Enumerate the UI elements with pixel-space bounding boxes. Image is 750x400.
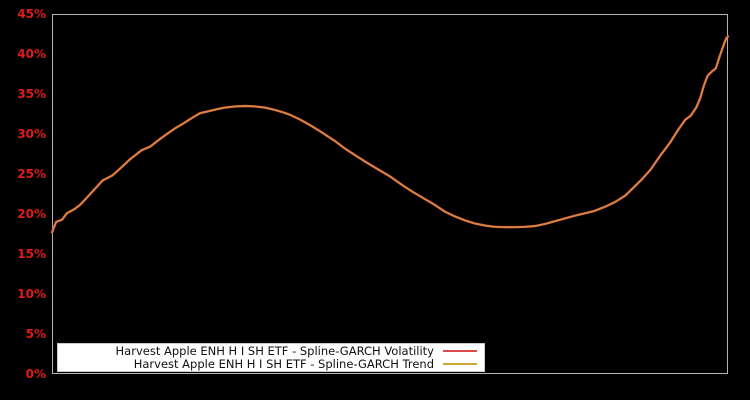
- y-tick-label: 15%: [17, 247, 46, 261]
- y-axis-labels: 0% 5% 10% 15% 20% 25% 30% 35% 40% 45%: [0, 0, 46, 400]
- y-tick-label: 40%: [17, 47, 46, 61]
- legend-item-volatility: Harvest Apple ENH H I SH ETF - Spline-GA…: [58, 344, 484, 358]
- trend-curve: [51, 35, 729, 234]
- plot-area-border: [52, 14, 728, 374]
- y-tick-label: 10%: [17, 287, 46, 301]
- legend: Harvest Apple ENH H I SH ETF - Spline-GA…: [57, 343, 485, 372]
- legend-item-trend: Harvest Apple ENH H I SH ETF - Spline-GA…: [58, 357, 484, 371]
- legend-label-volatility: Harvest Apple ENH H I SH ETF - Spline-GA…: [115, 344, 434, 358]
- volatility-curve: [50, 35, 730, 234]
- y-tick-label: 30%: [17, 127, 46, 141]
- trend-line-sample: [443, 363, 477, 365]
- y-tick-label: 25%: [17, 167, 46, 181]
- volatility-line-sample: [443, 350, 477, 352]
- y-tick-label: 45%: [17, 7, 46, 21]
- legend-label-trend: Harvest Apple ENH H I SH ETF - Spline-GA…: [133, 357, 434, 371]
- y-tick-label: 5%: [25, 327, 46, 341]
- y-tick-label: 35%: [17, 87, 46, 101]
- y-tick-label: 0%: [25, 367, 46, 381]
- y-tick-label: 20%: [17, 207, 46, 221]
